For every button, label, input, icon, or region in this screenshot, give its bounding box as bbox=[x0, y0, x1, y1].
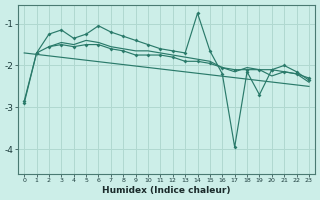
X-axis label: Humidex (Indice chaleur): Humidex (Indice chaleur) bbox=[102, 186, 231, 195]
